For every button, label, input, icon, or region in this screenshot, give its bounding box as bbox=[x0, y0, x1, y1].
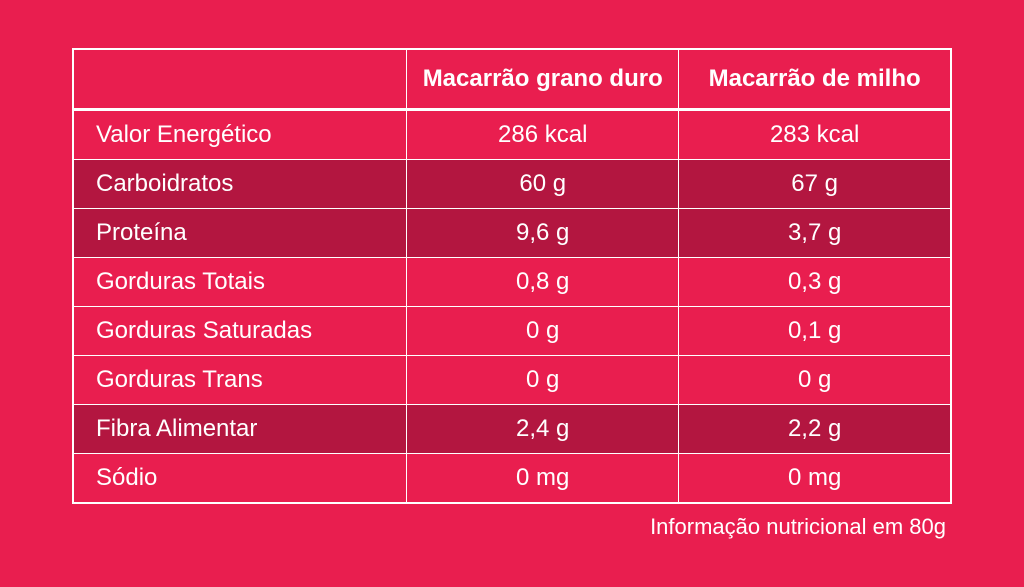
table-row: Carboidratos60 g67 g bbox=[73, 159, 951, 208]
row-value-2: 3,7 g bbox=[679, 208, 951, 257]
row-value-2: 0,1 g bbox=[679, 306, 951, 355]
row-label: Gorduras Saturadas bbox=[73, 306, 407, 355]
row-label: Gorduras Totais bbox=[73, 257, 407, 306]
row-label: Gorduras Trans bbox=[73, 355, 407, 404]
header-col-2: Macarrão de milho bbox=[679, 49, 951, 110]
row-label: Sódio bbox=[73, 453, 407, 503]
row-value-1: 0 g bbox=[407, 306, 679, 355]
row-value-1: 0 g bbox=[407, 355, 679, 404]
row-value-1: 0,8 g bbox=[407, 257, 679, 306]
row-value-2: 283 kcal bbox=[679, 109, 951, 159]
nutrition-table: Macarrão grano duro Macarrão de milho Va… bbox=[72, 48, 952, 504]
table-header-row: Macarrão grano duro Macarrão de milho bbox=[73, 49, 951, 110]
row-value-2: 0 mg bbox=[679, 453, 951, 503]
footnote: Informação nutricional em 80g bbox=[72, 514, 952, 540]
row-value-1: 9,6 g bbox=[407, 208, 679, 257]
row-label: Proteína bbox=[73, 208, 407, 257]
row-value-2: 0 g bbox=[679, 355, 951, 404]
row-label: Carboidratos bbox=[73, 159, 407, 208]
row-value-1: 2,4 g bbox=[407, 404, 679, 453]
header-empty bbox=[73, 49, 407, 110]
table-row: Gorduras Saturadas0 g0,1 g bbox=[73, 306, 951, 355]
row-value-1: 60 g bbox=[407, 159, 679, 208]
row-value-2: 0,3 g bbox=[679, 257, 951, 306]
table-row: Gorduras Totais0,8 g0,3 g bbox=[73, 257, 951, 306]
row-label: Fibra Alimentar bbox=[73, 404, 407, 453]
row-value-1: 0 mg bbox=[407, 453, 679, 503]
nutrition-table-container: Macarrão grano duro Macarrão de milho Va… bbox=[72, 48, 952, 504]
header-col-1: Macarrão grano duro bbox=[407, 49, 679, 110]
row-value-1: 286 kcal bbox=[407, 109, 679, 159]
row-value-2: 67 g bbox=[679, 159, 951, 208]
table-row: Fibra Alimentar2,4 g2,2 g bbox=[73, 404, 951, 453]
table-body: Valor Energético286 kcal283 kcalCarboidr… bbox=[73, 109, 951, 503]
table-row: Gorduras Trans0 g0 g bbox=[73, 355, 951, 404]
table-row: Valor Energético286 kcal283 kcal bbox=[73, 109, 951, 159]
row-value-2: 2,2 g bbox=[679, 404, 951, 453]
table-row: Proteína9,6 g3,7 g bbox=[73, 208, 951, 257]
table-row: Sódio0 mg0 mg bbox=[73, 453, 951, 503]
row-label: Valor Energético bbox=[73, 109, 407, 159]
